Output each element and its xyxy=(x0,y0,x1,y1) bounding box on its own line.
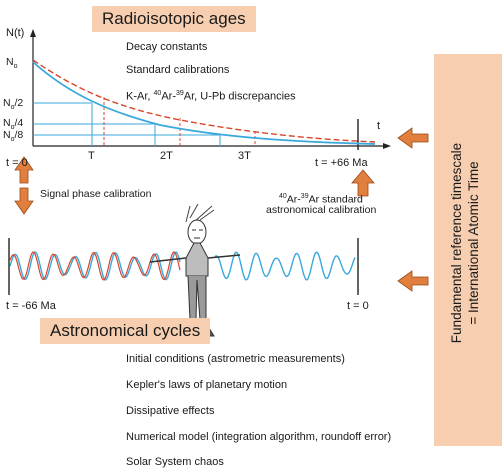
x-tick-T: T xyxy=(88,150,95,162)
reference-timescale-panel xyxy=(434,54,502,446)
radioisotopic-title: Radioisotopic ages xyxy=(92,6,256,32)
list-item: Kepler's laws of planetary motion xyxy=(126,379,288,391)
discrepancies: K-Ar, 40Ar-39Ar, U-Pb discrepancies xyxy=(126,90,296,103)
left-arrow-icon xyxy=(397,270,429,292)
x-tick-3T: 3T xyxy=(238,150,251,162)
astronomical-signal xyxy=(9,251,356,281)
ar-standard-line1: 40Ar-39Ar standard xyxy=(279,193,363,206)
y-tick-n0-eighth: No/8 xyxy=(3,129,24,144)
y-tick-n0-half: No/2 xyxy=(3,97,24,112)
t-zero-bottom: t = 0 xyxy=(347,300,369,312)
x-tick-2T: 2T xyxy=(160,150,173,162)
t-plus-66: t = +66 Ma xyxy=(315,157,368,169)
y-axis-arrowhead xyxy=(30,29,36,37)
list-item: Initial conditions (astrometric measurem… xyxy=(126,353,345,365)
double-arrow-icon xyxy=(14,156,34,215)
signal-phase-calibration: Signal phase calibration xyxy=(40,188,152,200)
t-minus-66: t = -66 Ma xyxy=(6,300,56,312)
left-arrow-icon xyxy=(397,127,429,149)
list-item: Solar System chaos xyxy=(126,456,224,468)
list-item: Numerical model (integration algorithm, … xyxy=(126,431,392,443)
standard-calibrations: Standard calibrations xyxy=(126,64,230,76)
person-figure-icon xyxy=(149,203,241,337)
ar-standard-line2: astronomical calibration xyxy=(266,204,377,216)
signal-blue-right xyxy=(214,251,356,281)
x-axis-arrowhead xyxy=(383,143,391,149)
list-item: Dissipative effects xyxy=(126,405,215,417)
signal-blue-left xyxy=(9,251,181,281)
up-arrow-icon xyxy=(351,169,375,197)
red-decay-curve xyxy=(32,59,376,143)
blue-decay-curve xyxy=(32,61,376,145)
signal-red-left xyxy=(9,251,181,281)
reference-timescale-text: Fundamental reference timescale = Intern… xyxy=(449,142,481,344)
y-tick-n0: No xyxy=(6,56,18,71)
astronomical-title: Astronomical cycles xyxy=(40,318,211,344)
y-tick-n0-quarter: No/4 xyxy=(3,117,24,132)
t-zero-top: t = 0 xyxy=(6,157,28,169)
y-axis-label: N(t) xyxy=(6,27,25,39)
x-axis-label: t xyxy=(377,120,381,132)
decay-constants: Decay constants xyxy=(126,41,208,53)
